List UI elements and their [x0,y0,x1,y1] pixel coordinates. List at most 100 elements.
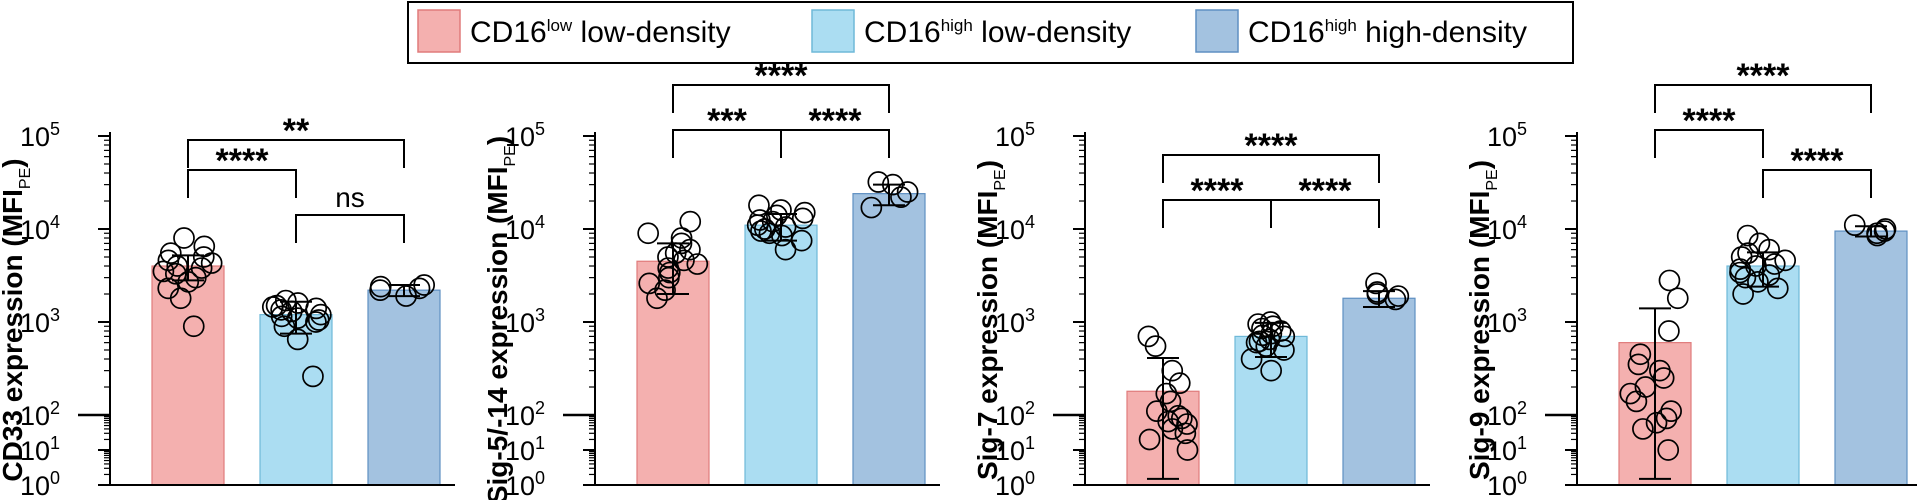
y-tick-label-base: 10 [505,308,535,338]
y-tick-label-base: 10 [995,436,1025,466]
y-tick-label: 102 [995,398,1035,431]
data-point [890,186,912,209]
significance-label: **** [1299,172,1353,210]
y-tick-label-base: 10 [1487,308,1517,338]
y-tick-label-base: 10 [505,215,535,245]
data-point [686,253,709,275]
y-tick-label-base: 10 [20,215,50,245]
y-tick-label-base: 10 [995,122,1025,152]
y-tick-label-sup: 1 [50,433,60,453]
y-tick-label: 101 [20,433,60,466]
significance-label: ** [283,112,310,150]
y-axis-label-end: ) [972,160,1003,169]
data-point [305,297,328,320]
data-point [1766,277,1789,300]
legend-label-sup: high [1325,16,1357,35]
y-tick-label: 102 [505,398,545,431]
y-axis-label-end: ) [1464,160,1495,169]
significance-bracket: *** [672,102,782,158]
legend-label-name: CD16 [470,16,547,49]
y-tick-label: 105 [995,119,1035,152]
data-point [273,315,296,338]
y-axis-label-text: Sig-7 expression (MFI [972,191,1003,480]
y-axis-label-end: ) [0,158,28,167]
significance-label: ns [335,182,365,213]
legend-label-rest: low-density [572,16,730,49]
significance-label: **** [809,102,863,140]
y-tick-label-base: 10 [20,401,50,431]
y-axis-label-end: ) [482,136,513,145]
error-bar [1363,290,1395,308]
y-tick-label-sup: 1 [1025,433,1035,453]
data-point [1660,400,1682,423]
data-point [1245,331,1268,354]
data-point [1774,249,1797,272]
significance-label: **** [1191,172,1245,210]
data-point [305,311,327,333]
y-axis-label: Sig-7 expression (MFIPE) [972,160,1009,480]
significance-bracket: **** [1654,102,1764,158]
data-point [1365,272,1387,295]
y-tick-label-sup: 2 [535,398,545,418]
data-point [182,315,205,338]
y-tick-label-sup: 2 [50,398,60,418]
bar [1342,297,1416,486]
bar [744,224,818,486]
y-axis-label-sub: PE [1484,169,1501,190]
legend-label-name: CD16 [1248,16,1325,49]
y-axis-label: Sig-5/-14 expression (MFIPE) [482,136,519,500]
significance-bracket: **** [187,142,297,198]
legend-label-sup: high [941,16,973,35]
significance-label: **** [216,142,270,180]
legend-label: CD16high low-density [864,16,1131,49]
bracket-line [1270,199,1380,228]
bracket-line [672,84,890,113]
y-tick-label: 104 [505,212,545,245]
bar [1834,230,1908,486]
data-point [638,272,661,295]
data-point [1619,382,1642,405]
data-point [637,222,660,245]
y-tick-label: 105 [505,119,545,152]
data-point [896,181,919,203]
bracket-line [187,139,405,168]
legend-label-sup: low [547,16,573,35]
error-bar [280,300,312,335]
data-point [1658,320,1680,342]
error-bar [1255,321,1287,359]
y-tick-label: 103 [505,305,545,338]
legend: CD16low low-density CD16high low-density C… [407,1,1574,64]
error-bar [1747,251,1779,288]
y-tick-label-sup: 5 [535,119,545,139]
y-tick-label-base: 10 [995,308,1025,338]
y-tick-label-base: 10 [1487,215,1517,245]
y-tick-label-sup: 4 [1517,212,1527,232]
y-axis-label-text: Sig-9 expression (MFI [1464,191,1495,480]
y-tick-label-base: 10 [995,401,1025,431]
data-point [169,287,192,310]
data-point [1732,283,1754,305]
y-tick-label-base: 10 [505,401,535,431]
y-tick-label-base: 10 [1487,122,1517,152]
data-point [152,260,175,283]
data-point [1144,335,1167,357]
significance-bracket: **** [672,57,890,113]
y-tick-label: 102 [1487,398,1527,431]
data-point [1736,224,1759,247]
bracket-line [1654,129,1764,158]
data-point [286,307,309,330]
y-tick-label: 100 [20,468,60,500]
error-bar [1639,307,1671,480]
legend-frame [407,1,1574,64]
y-tick-label-sup: 0 [1517,468,1527,488]
y-tick-label-sup: 0 [1025,468,1035,488]
y-tick-label-base: 10 [20,436,50,466]
error-bar [765,212,797,242]
data-point [1645,411,1668,434]
data-point [1763,253,1786,275]
bar [852,193,926,486]
y-tick-label-base: 10 [995,471,1025,500]
significance-bracket: **** [1762,142,1872,198]
